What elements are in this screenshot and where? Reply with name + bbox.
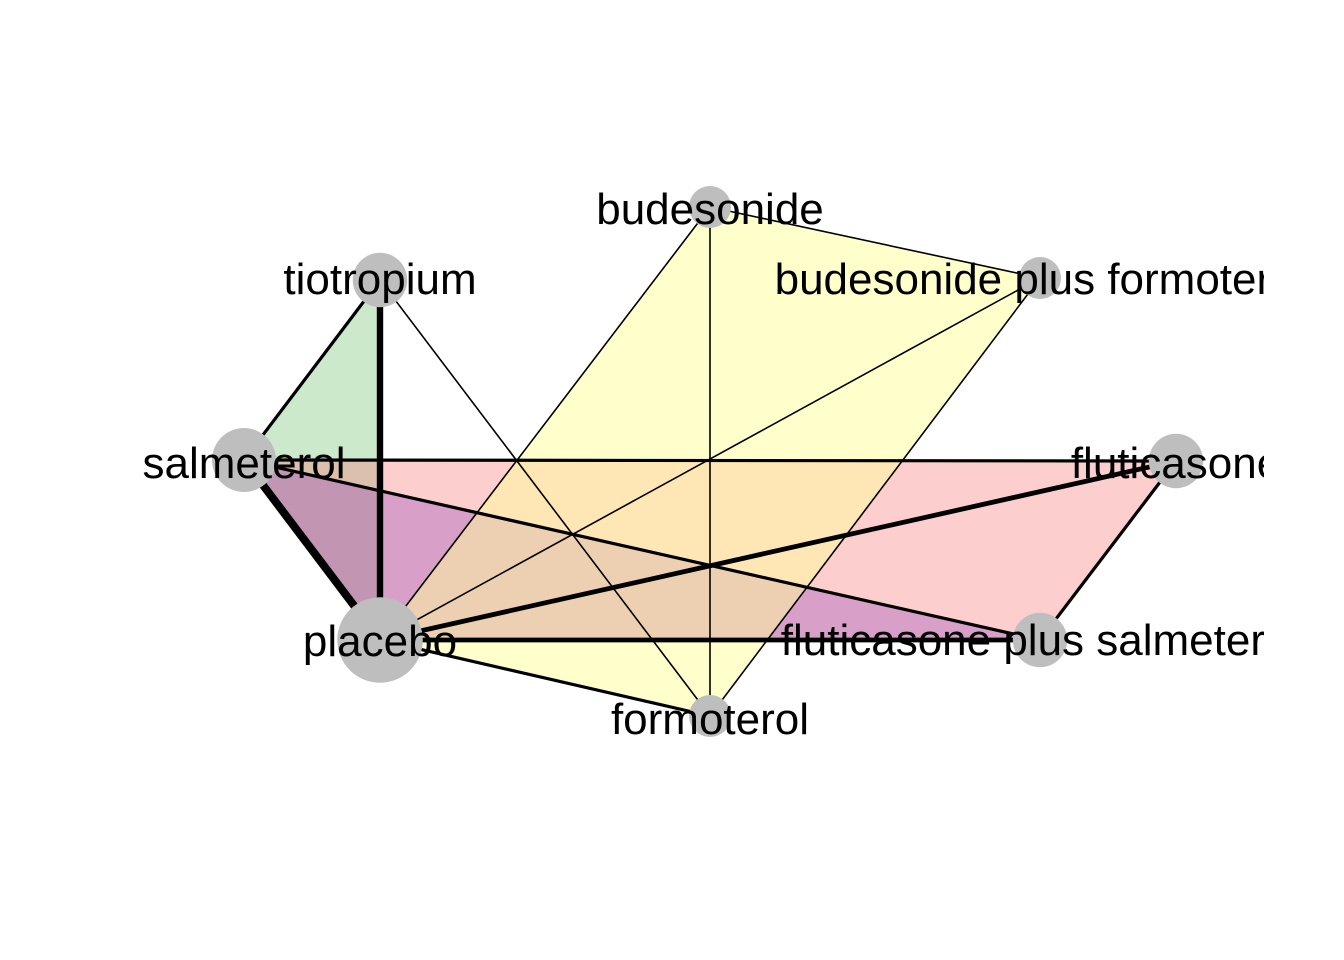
edge-budesonide_formoterol-placebo [379, 277, 1041, 641]
edges-layer [240, 206, 1178, 718]
node-placebo [337, 597, 423, 683]
label-budesonide_formoterol: budesonide plus formoterol [775, 255, 1306, 304]
node-tiotropium [352, 252, 408, 308]
labels-layer: budesonide budesonide plus formoterol flut… [143, 185, 1306, 744]
label-fluticasone_salmeterol: fluticasone plus salmeterol [781, 616, 1299, 665]
edge-salmeterol-fluticasone_salmeterol [243, 458, 1041, 642]
node-salmeterol [212, 428, 276, 492]
label-tiotropium: tiotropium [283, 255, 476, 304]
edge-budesonide-budesonide_formoterol [709, 206, 1041, 279]
label-salmeterol: salmeterol [143, 439, 346, 488]
edge-budesonide_formoterol-formoterol [709, 277, 1041, 717]
edge-tiotropium-formoterol [379, 279, 711, 717]
label-formoterol: formoterol [611, 695, 809, 744]
nodes-layer [212, 186, 1204, 737]
node-formoterol [689, 695, 731, 737]
node-fluticasone [1148, 433, 1204, 489]
edge-salmeterol-tiotropium [242, 279, 382, 461]
edge-fluticasone-fluticasone_salmeterol [1038, 460, 1178, 641]
label-budesonide: budesonide [596, 185, 824, 234]
label-placebo: placebo [303, 617, 457, 666]
edge-budesonide-placebo [379, 206, 711, 641]
edge-fluticasone-placebo [379, 458, 1177, 643]
node-budesonide_formoterol [1019, 257, 1061, 299]
node-fluticasone_salmeterol [1012, 612, 1068, 668]
label-fluticasone: fluticasone [1071, 439, 1281, 488]
edge-placebo-formoterol [379, 638, 711, 718]
node-budesonide [689, 186, 731, 228]
